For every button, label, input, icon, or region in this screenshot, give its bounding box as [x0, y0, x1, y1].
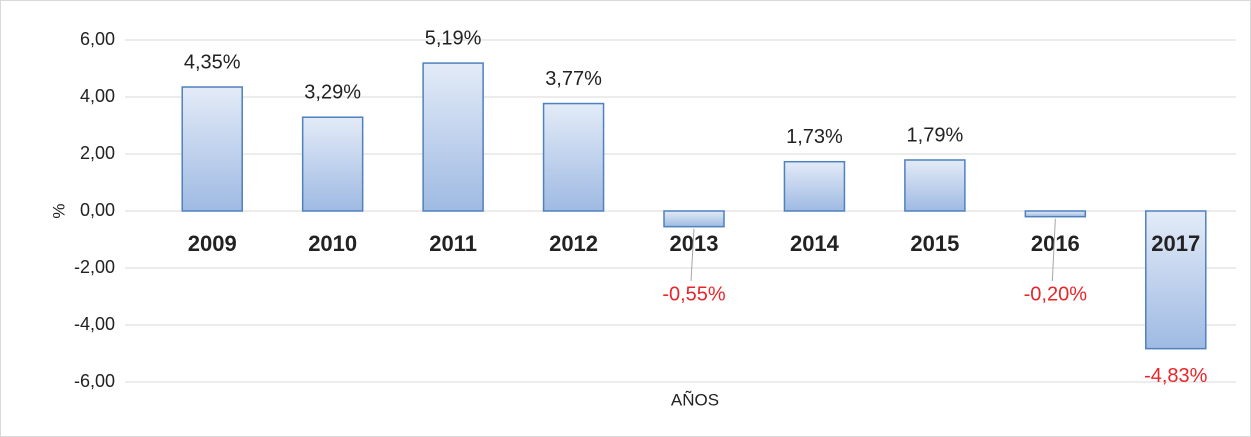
x-tick-label: 2016: [1031, 231, 1080, 256]
leader-line: [1051, 218, 1056, 282]
bar: [542, 102, 605, 212]
data-label: 3,77%: [545, 68, 602, 90]
x-tick-label: 2012: [549, 231, 598, 256]
y-tick-label: 6,00: [80, 29, 115, 49]
bar: [1145, 210, 1207, 350]
data-label: 3,29%: [304, 82, 361, 104]
y-axis-title: %: [49, 203, 68, 218]
bar: [301, 116, 364, 212]
x-axis-title: AÑOS: [671, 390, 719, 409]
data-label: -4,83%: [1144, 365, 1208, 387]
data-label: 1,79%: [907, 124, 964, 146]
x-tick-label: 2014: [790, 231, 840, 256]
bar: [783, 160, 846, 212]
bar: [904, 159, 966, 212]
leader-line: [690, 228, 695, 282]
bar: [181, 86, 243, 212]
bar: [1024, 210, 1087, 218]
data-label: -0,20%: [1024, 283, 1088, 305]
data-label: 1,73%: [786, 126, 843, 148]
y-tick-label: -2,00: [74, 257, 115, 277]
bar: [422, 62, 484, 212]
x-tick-label: 2009: [188, 231, 237, 256]
y-tick-label: 4,00: [80, 86, 115, 106]
x-tick-label: 2017: [1151, 231, 1200, 256]
y-tick-label: 0,00: [80, 200, 115, 220]
x-tick-label: 2011: [429, 231, 477, 256]
data-label: 5,19%: [425, 27, 482, 49]
x-tick-label: 2015: [910, 231, 959, 256]
y-tick-label: -6,00: [74, 371, 115, 391]
data-label: -0,55%: [662, 283, 726, 305]
y-tick-label: -4,00: [74, 314, 115, 334]
data-label: 4,35%: [184, 51, 241, 73]
x-tick-label: 2010: [308, 231, 357, 256]
y-tick-label: 2,00: [80, 143, 115, 163]
bar: [663, 210, 725, 228]
